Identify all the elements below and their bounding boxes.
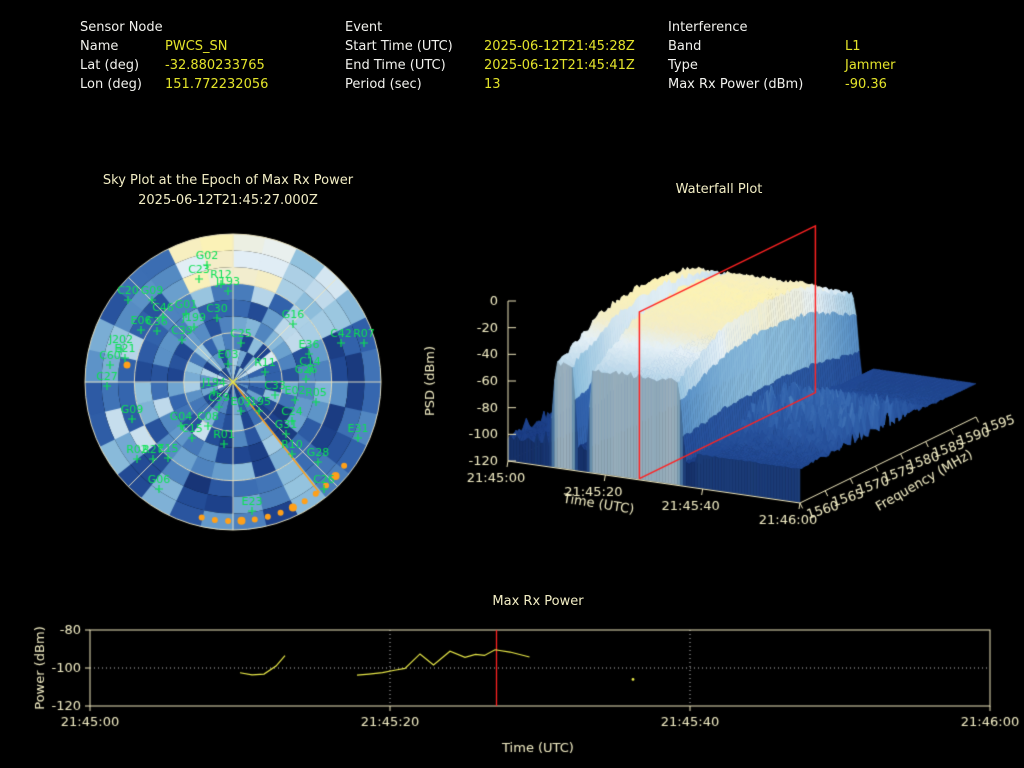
- sensor-node-panel: Sensor Node Name PWCS_SN Lat (deg) -32.8…: [80, 20, 268, 96]
- interference-power-row: Max Rx Power (dBm) -90.36: [668, 77, 895, 96]
- lon-label: Lon (deg): [80, 77, 142, 92]
- sky-plot-title: Sky Plot at the Epoch of Max Rx Power: [102, 173, 354, 188]
- interference-panel: Interference Band L1 Type Jammer Max Rx …: [668, 20, 895, 96]
- waterfall-plot-title: Waterfall Plot: [675, 182, 763, 197]
- lon-value: 151.772232056: [165, 77, 269, 92]
- sensor-node-title: Sensor Node: [80, 20, 163, 35]
- max-rx-power-label: Max Rx Power (dBm): [668, 77, 804, 92]
- waterfall-plot-canvas: [420, 210, 1024, 540]
- start-time-label: Start Time (UTC): [345, 39, 453, 54]
- event-period-row: Period (sec) 13: [345, 77, 635, 96]
- interference-title: Interference: [668, 20, 748, 35]
- sensor-name-row: Name PWCS_SN: [80, 39, 268, 58]
- lat-label: Lat (deg): [80, 58, 140, 73]
- sky-plot-canvas: [60, 230, 420, 540]
- event-end-row: End Time (UTC) 2025-06-12T21:45:41Z: [345, 58, 635, 77]
- lat-value: -32.880233765: [165, 58, 265, 73]
- band-label: Band: [668, 39, 702, 54]
- start-time-value: 2025-06-12T21:45:28Z: [484, 39, 635, 54]
- event-panel: Event Start Time (UTC) 2025-06-12T21:45:…: [345, 20, 635, 96]
- type-label: Type: [668, 58, 698, 73]
- band-value: L1: [845, 39, 861, 54]
- max-rx-power-value: -90.36: [845, 77, 887, 92]
- type-value: Jammer: [845, 58, 896, 73]
- sky-plot-subtitle: 2025-06-12T21:45:27.000Z: [138, 193, 318, 208]
- interference-band-row: Band L1: [668, 39, 895, 58]
- period-label: Period (sec): [345, 77, 422, 92]
- name-value: PWCS_SN: [165, 39, 228, 54]
- sensor-lon-row: Lon (deg) 151.772232056: [80, 77, 268, 96]
- name-label: Name: [80, 39, 119, 54]
- max-rx-power-canvas: [0, 590, 1024, 768]
- end-time-value: 2025-06-12T21:45:41Z: [484, 58, 635, 73]
- event-start-row: Start Time (UTC) 2025-06-12T21:45:28Z: [345, 39, 635, 58]
- interference-type-row: Type Jammer: [668, 58, 895, 77]
- end-time-label: End Time (UTC): [345, 58, 446, 73]
- period-value: 13: [484, 77, 501, 92]
- sensor-lat-row: Lat (deg) -32.880233765: [80, 58, 268, 77]
- event-title: Event: [345, 20, 383, 35]
